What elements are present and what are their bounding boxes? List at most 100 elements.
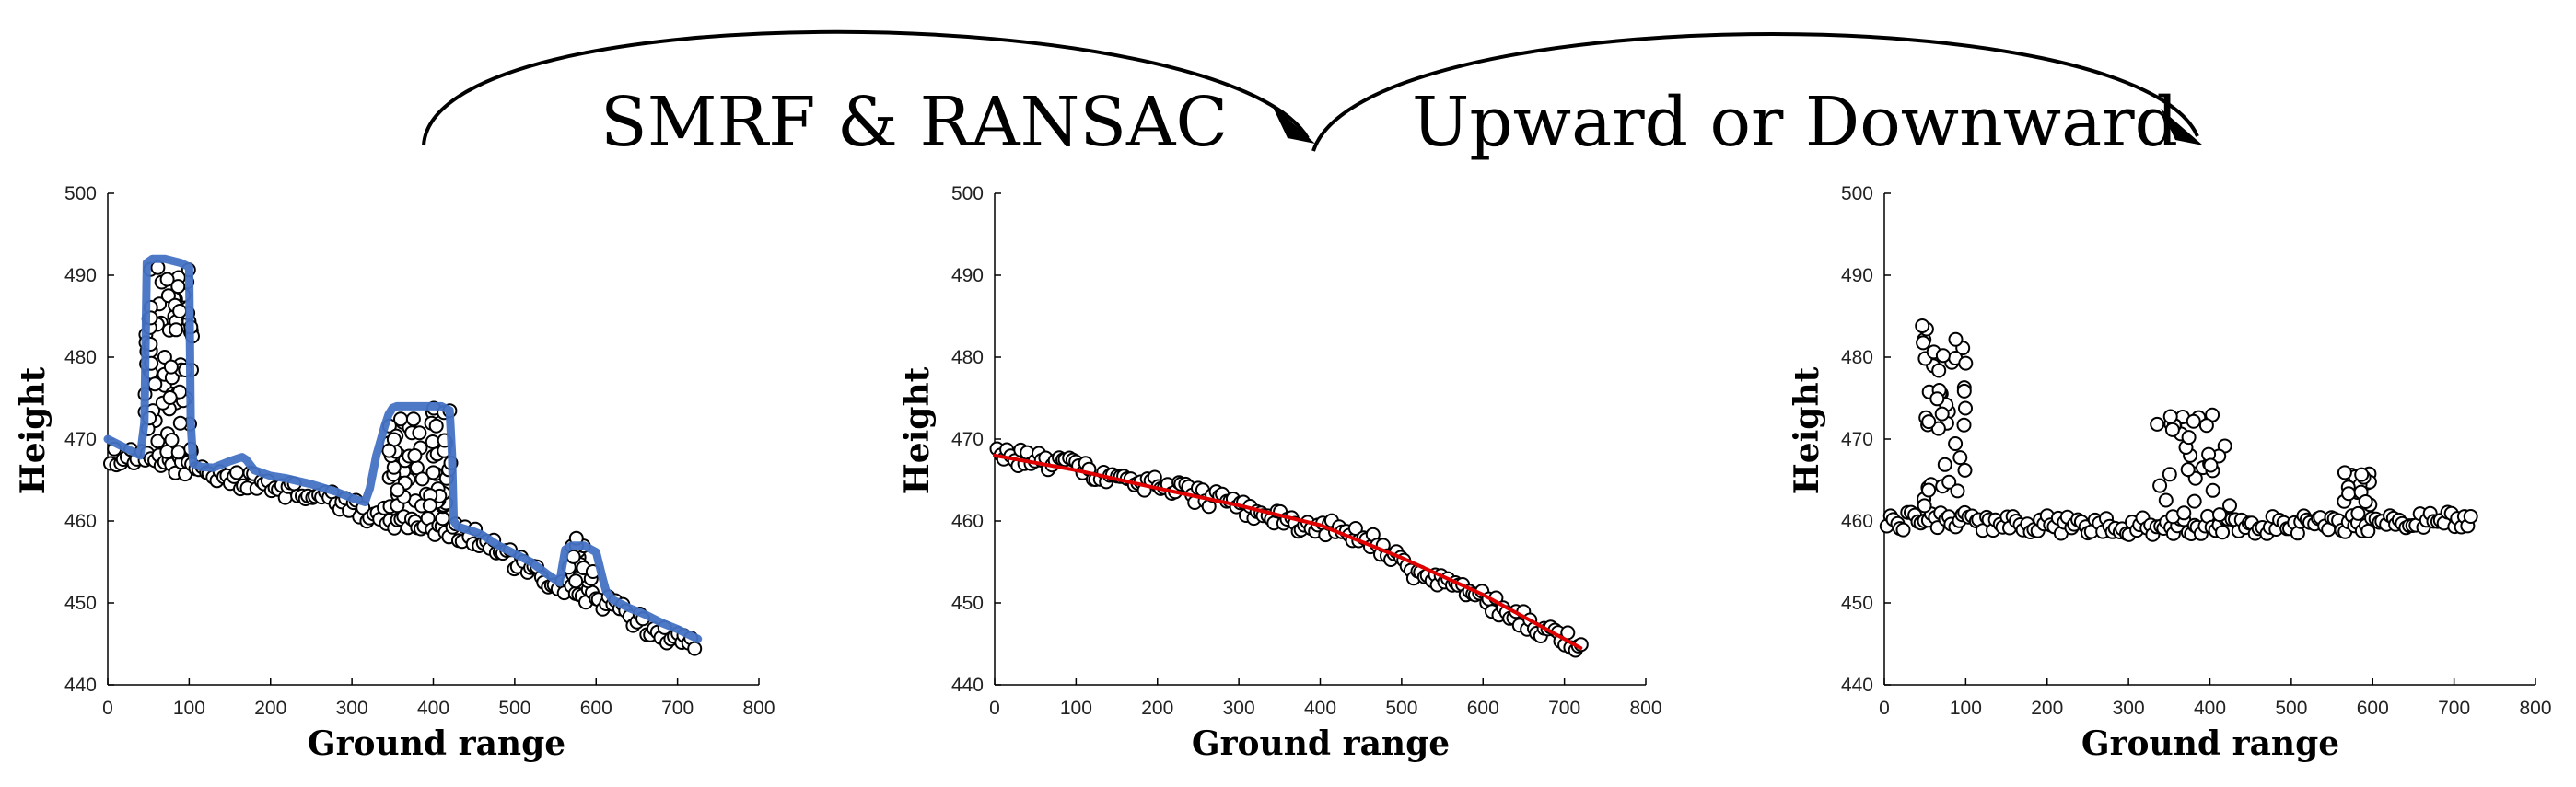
- data-point: [2150, 416, 2165, 432]
- data-point: [2337, 465, 2352, 480]
- data-point: [160, 288, 176, 304]
- data-point: [1958, 400, 1973, 416]
- data-point: [1935, 348, 1951, 364]
- data-point: [2354, 467, 2370, 482]
- data-point: [2358, 494, 2373, 509]
- data-point: [1956, 383, 1972, 399]
- scatter-points: [989, 441, 1589, 658]
- x-tick-label: 700: [1548, 698, 1580, 719]
- data-point: [164, 433, 180, 447]
- data-point: [2176, 505, 2192, 521]
- x-tick-label: 800: [742, 698, 775, 719]
- data-point: [2186, 413, 2201, 429]
- y-tick-label: 480: [951, 347, 984, 368]
- data-point: [2215, 525, 2231, 540]
- data-point: [425, 465, 441, 480]
- x-tick-label: 800: [2519, 698, 2551, 719]
- data-point: [428, 418, 444, 434]
- x-tick-label: 100: [1060, 698, 1092, 719]
- data-point: [1895, 522, 1911, 538]
- y-tick-label: 500: [951, 183, 984, 204]
- data-point: [1929, 391, 1945, 407]
- x-tick-label: 0: [102, 698, 113, 719]
- data-point: [425, 434, 440, 449]
- x-tick-label: 600: [580, 698, 612, 719]
- data-point: [159, 272, 175, 287]
- x-axis-label: Ground range: [1192, 724, 1450, 763]
- x-axis-label: Ground range: [2081, 724, 2339, 763]
- y-tick-label: 450: [951, 593, 984, 614]
- y-tick-label: 460: [64, 511, 97, 532]
- data-point: [147, 376, 163, 392]
- data-point: [2162, 467, 2177, 482]
- data-point: [2162, 409, 2178, 424]
- x-tick-label: 400: [417, 698, 449, 719]
- x-tick-label: 500: [2275, 698, 2307, 719]
- data-point: [169, 322, 184, 338]
- data-point: [2463, 509, 2478, 524]
- data-point: [1958, 355, 1974, 371]
- data-point: [1950, 483, 1965, 499]
- data-point: [170, 279, 186, 295]
- x-tick-label: 700: [661, 698, 694, 719]
- y-tick-label: 450: [64, 593, 97, 614]
- x-tick-label: 600: [2357, 698, 2389, 719]
- ransac-fit-line: [993, 453, 1583, 650]
- data-point: [2152, 478, 2168, 493]
- data-point: [150, 434, 166, 449]
- y-tick-label: 440: [64, 675, 97, 696]
- x-tick-label: 700: [2438, 698, 2470, 719]
- y-tick-label: 470: [64, 429, 97, 450]
- data-point: [407, 448, 423, 463]
- step1-arrow-head-icon: [1271, 103, 1315, 144]
- data-point: [1916, 335, 1931, 351]
- x-tick-label: 300: [1223, 698, 1255, 719]
- x-tick-label: 200: [1141, 698, 1173, 719]
- data-point: [1915, 318, 1930, 333]
- y-tick-label: 440: [1841, 675, 1873, 696]
- y-tick-label: 480: [1841, 347, 1873, 368]
- data-point: [1921, 414, 1937, 430]
- data-point: [1952, 450, 1968, 466]
- data-point: [1931, 363, 1947, 378]
- data-point: [2181, 430, 2197, 446]
- chart-panel-ransac: Height Ground range 0 100 200 300 400 500 600 7…: [898, 183, 1662, 763]
- y-tick-label: 490: [64, 265, 97, 286]
- y-tick-label: 500: [1841, 183, 1873, 204]
- x-axis-label: Ground range: [308, 724, 565, 763]
- y-tick-label: 470: [951, 429, 984, 450]
- y-tick-label: 440: [951, 675, 984, 696]
- step2-label: Upward or Downward: [1412, 83, 2178, 162]
- y-axis-label: Height: [898, 366, 937, 494]
- data-point: [162, 390, 178, 405]
- data-point: [687, 641, 703, 656]
- data-point: [412, 425, 427, 441]
- data-point: [2158, 492, 2174, 508]
- y-tick-label: 470: [1841, 429, 1873, 450]
- y-tick-label: 490: [951, 265, 984, 286]
- data-point: [2341, 486, 2357, 502]
- data-point: [414, 471, 430, 487]
- data-point: [1957, 462, 1973, 478]
- data-point: [568, 573, 584, 589]
- x-tick-label: 0: [1879, 698, 1890, 719]
- data-point: [1917, 498, 1932, 514]
- x-tick-label: 500: [498, 698, 530, 719]
- x-tick-label: 300: [336, 698, 368, 719]
- y-axis-label: Height: [1788, 366, 1826, 494]
- y-tick-label: 490: [1841, 265, 1873, 286]
- data-point: [1934, 406, 1950, 422]
- x-tick-label: 0: [989, 698, 1000, 719]
- x-tick-label: 100: [1950, 698, 1982, 719]
- step2-arrow-head-icon: [2161, 109, 2203, 145]
- x-tick-label: 200: [2031, 698, 2063, 719]
- data-point: [2186, 493, 2202, 509]
- chart-panel-normalized: Height Ground range 0 100 200 300 400 500 600 7…: [1788, 183, 2552, 763]
- x-tick-label: 600: [1467, 698, 1499, 719]
- data-point: [1930, 421, 1946, 436]
- data-point: [2350, 505, 2366, 521]
- data-point: [229, 465, 245, 480]
- y-tick-label: 460: [1841, 511, 1873, 532]
- data-point: [435, 511, 450, 527]
- scatter-points: [1879, 318, 2478, 542]
